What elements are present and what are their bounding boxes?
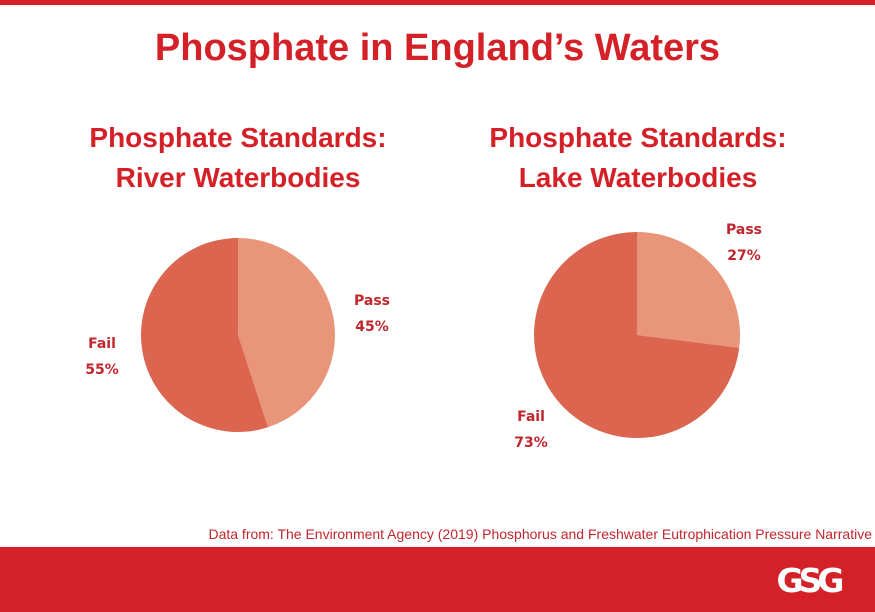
lake-value-pass: 27% bbox=[727, 248, 761, 264]
logo-text: GSG bbox=[777, 561, 843, 600]
lake-label-fail: Fail bbox=[517, 409, 545, 425]
river-chart-title-line-2: River Waterbodies bbox=[115, 162, 361, 193]
river-value-fail: 55% bbox=[85, 362, 119, 378]
river-chart-title-line-1: Phosphate Standards: bbox=[89, 122, 387, 153]
lake-chart-title-line-1: Phosphate Standards: bbox=[489, 122, 787, 153]
source-note: Data from: The Environment Agency (2019)… bbox=[208, 526, 872, 542]
lake-slice-pass bbox=[637, 232, 741, 348]
lake-chart-title-line-2: Lake Waterbodies bbox=[518, 162, 758, 193]
bottom-band bbox=[0, 547, 875, 612]
lake-slice-fail bbox=[534, 232, 740, 439]
river-label-fail: Fail bbox=[88, 336, 116, 352]
river-slice-pass bbox=[238, 238, 335, 428]
top-accent-bar bbox=[0, 0, 875, 5]
lake-label-pass: Pass bbox=[726, 222, 762, 238]
river-value-pass: 45% bbox=[355, 319, 389, 335]
gsg-logo-icon: GSG bbox=[777, 561, 848, 600]
page-title: Phosphate in England’s Waters bbox=[154, 27, 721, 69]
river-chart-title: Phosphate Standards: River Waterbodies bbox=[38, 118, 438, 198]
lake-chart-title: Phosphate Standards: Lake Waterbodies bbox=[438, 118, 838, 198]
lake-value-fail: 73% bbox=[514, 435, 548, 451]
river-label-pass: Pass bbox=[354, 293, 390, 309]
river-slice-fail bbox=[140, 238, 268, 432]
